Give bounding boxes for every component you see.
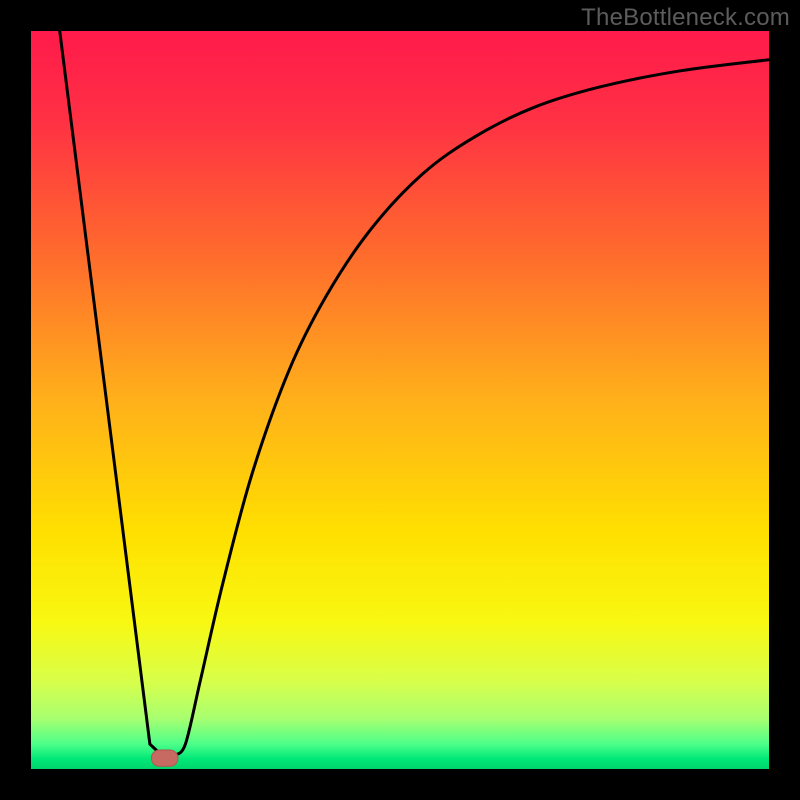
chart-svg <box>0 0 800 800</box>
plot-background <box>30 30 770 770</box>
bottleneck-chart: TheBottleneck.com <box>0 0 800 800</box>
optimal-range-marker <box>151 750 178 766</box>
watermark-text: TheBottleneck.com <box>581 4 790 32</box>
